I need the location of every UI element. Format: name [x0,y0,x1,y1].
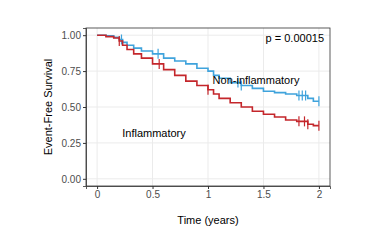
tick-label: 0.50 [62,102,82,113]
grid [86,28,330,186]
tick: 0 [95,186,101,200]
tick-label: 1.00 [62,30,82,41]
annotation: p = 0.00015 [266,32,324,44]
tick: 0.50 [62,102,86,113]
tick: 1.00 [62,30,86,41]
grid-line [318,28,319,186]
tick-label: 2 [317,189,323,200]
plot-background [86,28,330,186]
series-label: Non-inflammatory [213,74,300,86]
tick-label: 0.00 [62,174,82,185]
tick-mark [83,143,86,144]
y-axis: 0.00 0.25 0.50 0.75 1.00 [62,29,87,187]
tick-label: 1.5 [257,189,271,200]
x-axis: 0 0.5 1 1.5 2 [87,186,331,200]
censor-mark [305,91,306,101]
tick-mark [83,71,86,72]
censor-mark [318,96,319,106]
tick-mark [83,107,86,108]
chart: 0.00 0.25 0.50 0.75 1.00 0 0.5 1 1.5 2 Time (years… [0,0,380,230]
tick: 0.5 [146,186,160,200]
axis-line [83,29,87,187]
grid-line [208,28,209,186]
tick: 0.25 [62,138,86,149]
censor-mark [207,85,208,95]
tick-mark [83,179,86,180]
censor-mark [119,36,120,46]
tick: 0.75 [62,66,86,77]
marks [97,34,319,130]
plot-frame [86,28,330,186]
tick-label: 0.75 [62,66,82,77]
series-label: Inflammatory [122,127,186,139]
grid-line [97,28,98,186]
tick: 1.5 [257,186,271,200]
censor-mark [304,116,305,126]
censor-mark [307,119,308,129]
grid-line [263,28,264,186]
tick: 0.00 [62,174,86,185]
survival-curve [97,35,319,101]
tick: 1 [206,186,212,200]
censor-mark [318,121,319,131]
censor-mark [159,59,160,69]
tick: 2 [317,186,323,200]
x-axis-title: Time (years) [177,214,238,226]
tick-label: 0 [95,189,101,200]
survival-curve [97,35,319,125]
censor-mark [298,91,299,101]
censor-mark [302,91,303,101]
censor-mark [157,49,158,59]
y-axis-title: Event-Free Survival [42,59,54,156]
tick-label: 0.5 [146,189,160,200]
censor-mark [298,116,299,126]
tick-label: 0.25 [62,138,82,149]
plot: 0.00 0.25 0.50 0.75 1.00 0 0.5 1 1.5 2 [62,28,331,200]
tick-label: 1 [206,189,212,200]
tick-mark [83,35,86,36]
